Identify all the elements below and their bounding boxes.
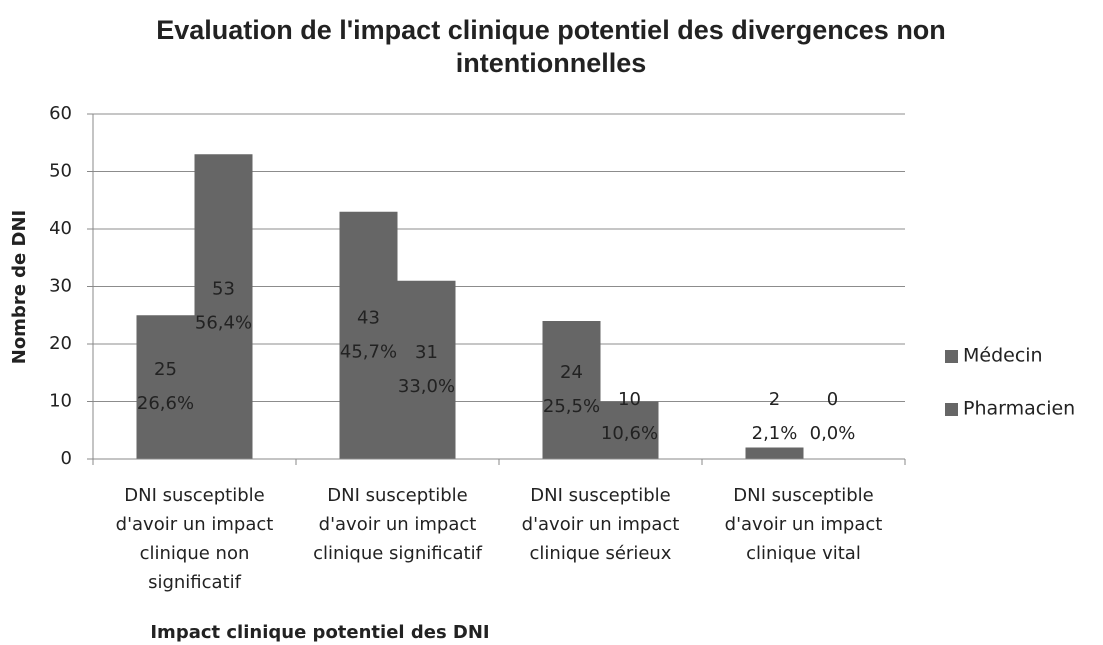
bar [339, 211, 398, 459]
x-tick-label-box: DNI susceptible d'avoir un impact cliniq… [115, 485, 274, 593]
bar [745, 447, 804, 459]
y-tick-label: 20 [49, 333, 72, 354]
bar [397, 280, 456, 459]
y-tick-label: 50 [49, 161, 72, 182]
data-label-percent: 10,6% [601, 423, 658, 444]
data-label: 0 [827, 389, 838, 410]
data-label-percent: 26,6% [137, 393, 194, 414]
data-label: 43 [357, 307, 380, 328]
x-tick-label-box: DNI susceptible d'avoir un impact cliniq… [313, 485, 482, 564]
x-tick-label: DNI susceptible d'avoir un impact cliniq… [724, 485, 883, 564]
y-axis-title: Nombre de DNI [9, 210, 30, 365]
data-label: 2 [769, 389, 780, 410]
data-label: 31 [415, 342, 438, 363]
x-tick-label: DNI susceptible d'avoir un impact cliniq… [115, 485, 274, 593]
data-label-percent: 0,0% [810, 423, 856, 444]
bar [542, 321, 601, 459]
y-tick-label: 10 [49, 391, 72, 412]
y-tick-label: 0 [61, 448, 72, 469]
data-label: 24 [560, 362, 583, 383]
data-label-percent: 56,4% [195, 313, 252, 334]
legend-label: Médecin [963, 345, 1043, 367]
data-label: 10 [618, 389, 641, 410]
y-tick-label: 40 [49, 218, 72, 239]
x-tick-label-box: DNI susceptible d'avoir un impact cliniq… [724, 485, 883, 564]
legend-label: Pharmacien [963, 398, 1075, 420]
data-label-percent: 25,5% [543, 396, 600, 417]
x-tick-label-box: DNI susceptible d'avoir un impact cliniq… [521, 485, 680, 564]
bar [136, 315, 195, 459]
chart-title: Evaluation de l'impact clinique potentie… [156, 15, 946, 78]
data-label-percent: 33,0% [398, 376, 455, 397]
bar [194, 154, 253, 459]
data-label: 25 [154, 359, 177, 380]
x-axis-title: Impact clinique potentiel des DNI [150, 622, 489, 643]
legend-swatch [945, 350, 958, 363]
x-tick-label: DNI susceptible d'avoir un impact cliniq… [313, 485, 482, 564]
y-tick-label: 30 [49, 276, 72, 297]
data-label-percent: 2,1% [752, 423, 798, 444]
data-label: 53 [212, 279, 235, 300]
data-label-percent: 45,7% [340, 341, 397, 362]
bar [600, 401, 659, 459]
x-tick-label: DNI susceptible d'avoir un impact cliniq… [521, 485, 680, 564]
y-tick-label: 60 [49, 103, 72, 124]
legend-swatch [945, 403, 958, 416]
